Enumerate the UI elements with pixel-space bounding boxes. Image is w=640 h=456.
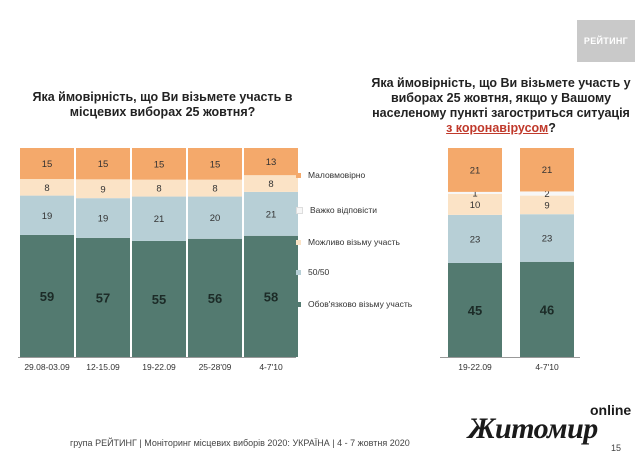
page-number: 15 (611, 443, 622, 453)
legend-item-vazhko: Важко відповісти (296, 205, 377, 215)
bar-segment-oboviazkovo (520, 261, 574, 357)
data-label-mozhlyvo: 8 (268, 179, 273, 190)
footer-text: група РЕЙТИНГ | Моніторинг місцевих вибо… (70, 438, 410, 448)
bar-segment-oboviazkovo (76, 237, 130, 357)
bar-segment-oboviazkovo (132, 240, 186, 357)
legend-item-oboviazkovo: Обов'язково візьму участь (296, 299, 412, 309)
bar-segment-oboviazkovo (20, 234, 74, 357)
bar-segment-malo (244, 148, 298, 176)
bar-segment-fifty (20, 195, 74, 235)
data-label-mozhlyvo: 10 (470, 200, 481, 211)
data-label-oboviazkovo: 57 (96, 290, 110, 305)
legend-swatch (296, 239, 301, 245)
category-label: 25-28'09 (199, 362, 232, 372)
data-label-mozhlyvo: 8 (156, 184, 161, 195)
data-label-oboviazkovo: 46 (540, 302, 554, 317)
data-label-vazhko: 2 (544, 189, 549, 200)
data-label-mozhlyvo: 9 (100, 184, 105, 195)
data-label-malo: 21 (470, 165, 481, 176)
rating-logo: РЕЙТИНГ (577, 20, 635, 62)
legend-swatch (296, 269, 301, 275)
bar-segment-mozhlyvo (20, 179, 74, 196)
data-label-oboviazkovo: 55 (152, 292, 166, 307)
bar-segment-mozhlyvo (188, 179, 242, 197)
bar-segment-malo (132, 148, 186, 180)
bar-segment-fifty (132, 196, 186, 241)
data-label-oboviazkovo: 58 (264, 289, 278, 304)
legend-label: 50/50 (308, 267, 330, 277)
chart-left-title: Яка ймовірність, що Ви візьмете участь в… (32, 90, 293, 119)
legend-item-fifty: 50/50 (296, 267, 329, 277)
bar-segment-fifty (188, 196, 242, 239)
bar-segment-malo (76, 148, 130, 180)
bar-segment-oboviazkovo (244, 235, 298, 357)
legend-label: Маловмовірно (308, 170, 366, 180)
category-label: 12-15.09 (86, 362, 120, 372)
chart-right-title-underlined: з коронавірусом (446, 121, 549, 135)
category-label: 4-7'10 (259, 362, 283, 372)
data-label-fifty: 21 (266, 209, 277, 220)
chart-right-title-end: ? (548, 121, 556, 135)
category-label: 19-22.09 (142, 362, 176, 372)
data-label-mozhlyvo: 8 (212, 184, 217, 195)
chart-right-title-main: Яка ймовірність, що Ви візьмете участь у… (371, 76, 631, 120)
category-label: 19-22.09 (458, 362, 492, 372)
data-label-oboviazkovo: 45 (468, 303, 482, 318)
data-label-fifty: 20 (210, 213, 221, 224)
legend-label: Обов'язково візьму участь (308, 299, 413, 309)
bar-segment-vazhko (448, 191, 502, 194)
bar-segment-fifty (520, 214, 574, 262)
data-label-malo: 13 (266, 157, 277, 168)
data-label-malo: 21 (542, 165, 553, 176)
bar-segment-mozhlyvo (520, 195, 574, 215)
data-label-malo: 15 (98, 159, 109, 170)
bar-segment-fifty (244, 191, 298, 236)
bar-segment-oboviazkovo (188, 238, 242, 357)
bar-segment-mozhlyvo (448, 193, 502, 215)
bar-segment-fifty (448, 214, 502, 263)
category-label: 29.08-03.09 (24, 362, 70, 372)
bar-segment-fifty (76, 198, 130, 238)
data-label-fifty: 21 (154, 214, 165, 225)
data-label-malo: 15 (210, 159, 221, 170)
legend-swatch (296, 206, 303, 214)
data-label-oboviazkovo: 56 (208, 291, 222, 306)
bar-segment-oboviazkovo (448, 262, 502, 357)
legend-swatch (296, 301, 301, 307)
bar-segment-mozhlyvo (132, 179, 186, 197)
bar-segment-malo (20, 148, 74, 180)
bar-segment-malo (448, 148, 502, 192)
legend-label: Можливо візьму участь (308, 237, 400, 247)
data-label-fifty: 19 (98, 214, 109, 225)
data-label-malo: 15 (42, 159, 53, 170)
bar-segment-malo (188, 148, 242, 180)
legend-item-mozhlyvo: Можливо візьму участь (296, 237, 400, 247)
data-label-malo: 15 (154, 159, 165, 170)
bar-segment-mozhlyvo (244, 175, 298, 192)
data-label-fifty: 19 (42, 211, 53, 222)
watermark: online Житомир (468, 402, 636, 452)
bar-segment-malo (520, 148, 574, 192)
legend-item-malo: Маловмовірно (296, 170, 365, 180)
data-label-vazhko: 1 (472, 188, 477, 199)
legend-label: Важко відповісти (310, 205, 377, 215)
legend-swatch (296, 172, 301, 178)
category-label: 4-7'10 (535, 362, 559, 372)
data-label-mozhlyvo: 8 (44, 183, 49, 194)
data-label-fifty: 23 (470, 234, 481, 245)
bar-segment-vazhko (520, 191, 574, 196)
data-label-fifty: 23 (542, 234, 553, 245)
watermark-online: online (590, 402, 632, 418)
logo-text: РЕЙТИНГ (583, 36, 629, 46)
chart-right-title: Яка ймовірність, що Ви візьмете участь у… (370, 76, 632, 136)
bar-segment-mozhlyvo (76, 179, 130, 199)
data-label-mozhlyvo: 9 (544, 200, 549, 211)
data-label-oboviazkovo: 59 (40, 289, 54, 304)
watermark-name: Житомир (468, 412, 598, 445)
